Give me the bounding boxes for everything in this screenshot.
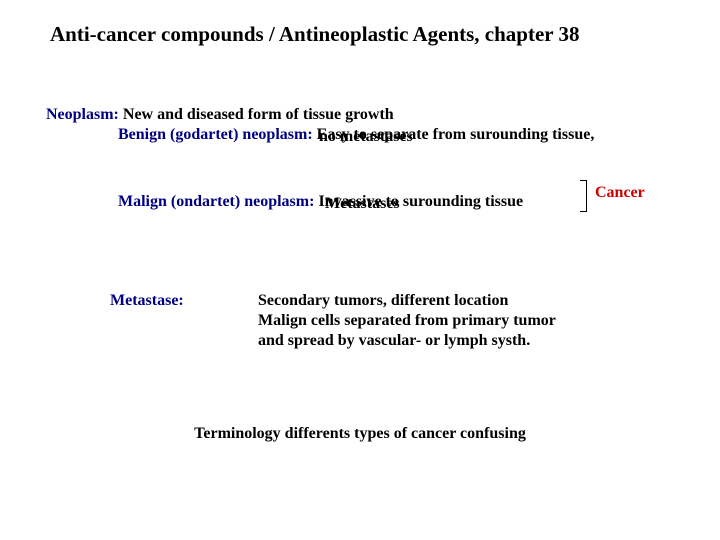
metastase-desc2: Malign cells separated from primary tumo… bbox=[258, 312, 556, 330]
neoplasm-label: Neoplasm: bbox=[46, 106, 119, 123]
bracket-icon bbox=[580, 180, 587, 212]
cancer-label: Cancer bbox=[595, 184, 645, 202]
metastase-desc3: and spread by vascular- or lymph systh. bbox=[258, 332, 530, 350]
malign-line2: Metastases bbox=[325, 195, 400, 213]
benign-line2: no metastases bbox=[319, 128, 413, 146]
malign-label: Malign (ondartet) neoplasm: bbox=[118, 193, 314, 210]
footer-text: Terminology differents types of cancer c… bbox=[0, 425, 720, 443]
malign-line1: Malign (ondartet) neoplasm: Invassive to… bbox=[110, 175, 523, 211]
metastase-desc1: Secondary tumors, different location bbox=[258, 292, 508, 310]
slide-title: Anti-cancer compounds / Antineoplastic A… bbox=[50, 22, 690, 47]
metastase-label: Metastase: bbox=[110, 292, 184, 310]
benign-label: Benign (godartet) neoplasm: bbox=[118, 126, 313, 143]
